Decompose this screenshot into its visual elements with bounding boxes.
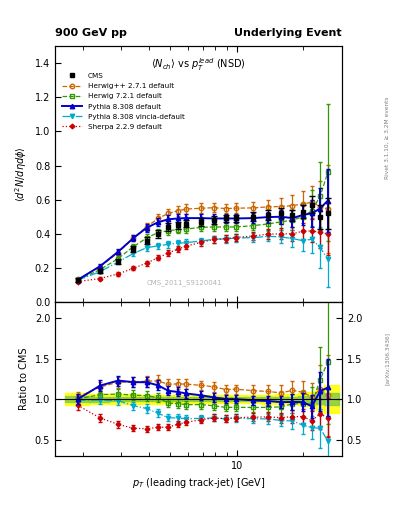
Legend: CMS, Herwig++ 2.7.1 default, Herwig 7.2.1 default, Pythia 8.308 default, Pythia : CMS, Herwig++ 2.7.1 default, Herwig 7.2.… [61,73,184,130]
Y-axis label: Ratio to CMS: Ratio to CMS [19,348,29,410]
Text: [arXiv:1306.3436]: [arXiv:1306.3436] [385,332,390,385]
X-axis label: $p_T$ (leading track-jet) [GeV]: $p_T$ (leading track-jet) [GeV] [132,476,265,490]
Text: Underlying Event: Underlying Event [234,28,342,38]
Text: CMS_2011_S9120041: CMS_2011_S9120041 [146,279,222,286]
Text: Rivet 3.1.10, ≥ 3.2M events: Rivet 3.1.10, ≥ 3.2M events [385,97,390,180]
Y-axis label: $\langle d^{2} N/d\eta d\phi \rangle$: $\langle d^{2} N/d\eta d\phi \rangle$ [13,146,29,202]
Text: $\langle N_{ch}\rangle$ vs $p_T^{lead}$ (NSD): $\langle N_{ch}\rangle$ vs $p_T^{lead}$ … [151,56,246,73]
Text: 900 GeV pp: 900 GeV pp [55,28,127,38]
